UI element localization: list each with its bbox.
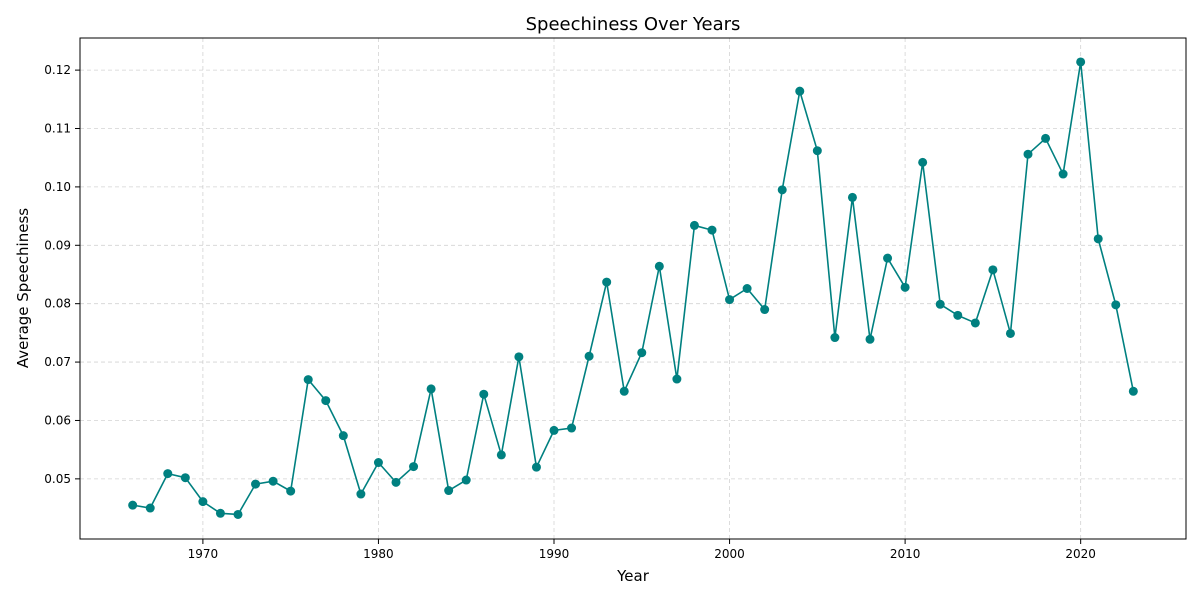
data-point[interactable] xyxy=(338,431,348,441)
x-tick-label: 2010 xyxy=(890,547,921,561)
plot-frame xyxy=(79,37,1187,540)
data-point[interactable] xyxy=(725,295,735,305)
data-point[interactable] xyxy=(1111,300,1121,310)
data-point[interactable] xyxy=(1076,57,1086,67)
data-point[interactable] xyxy=(637,348,647,358)
data-point[interactable] xyxy=(163,469,173,479)
data-point[interactable] xyxy=(847,192,857,202)
y-axis-title: Average Speechiness xyxy=(14,208,32,368)
data-point[interactable] xyxy=(1128,386,1138,396)
chart-title: Speechiness Over Years xyxy=(526,14,741,35)
data-point[interactable] xyxy=(1005,328,1015,338)
data-point[interactable] xyxy=(935,299,945,309)
y-tick-label: 0.08 xyxy=(44,297,71,311)
data-point[interactable] xyxy=(567,423,577,433)
x-tick-label: 1970 xyxy=(188,547,219,561)
y-tick-label: 0.06 xyxy=(44,413,71,427)
y-tick-label: 0.12 xyxy=(44,63,71,77)
x-tick-label: 2000 xyxy=(714,547,745,561)
data-point[interactable] xyxy=(479,389,489,399)
data-point[interactable] xyxy=(654,261,664,271)
data-point[interactable] xyxy=(321,396,331,406)
axis-ticks: 1970 1980 1990 2000 2010 2020 0.05 0.06 0.07 0.08… xyxy=(44,63,1096,561)
x-tick-label: 2020 xyxy=(1065,547,1096,561)
series-layer xyxy=(128,57,1138,519)
data-point[interactable] xyxy=(549,425,559,435)
data-point[interactable] xyxy=(356,489,366,499)
data-point[interactable] xyxy=(830,333,840,343)
data-point[interactable] xyxy=(707,225,717,235)
grid xyxy=(80,38,1186,539)
data-point[interactable] xyxy=(426,384,436,394)
data-point[interactable] xyxy=(777,185,787,195)
data-point[interactable] xyxy=(883,253,893,263)
data-point[interactable] xyxy=(1093,234,1103,244)
data-point[interactable] xyxy=(1058,169,1068,179)
data-point[interactable] xyxy=(1023,149,1033,159)
x-tick-label: 1980 xyxy=(363,547,394,561)
data-point[interactable] xyxy=(812,146,822,156)
y-tick-label: 0.07 xyxy=(44,355,71,369)
data-point[interactable] xyxy=(970,318,980,328)
data-point[interactable] xyxy=(303,375,313,385)
y-tick-label: 0.10 xyxy=(44,180,71,194)
data-point[interactable] xyxy=(619,386,629,396)
data-point[interactable] xyxy=(128,500,138,510)
x-axis-title: Year xyxy=(616,567,650,585)
data-point[interactable] xyxy=(373,458,383,468)
y-tick-label: 0.05 xyxy=(44,472,71,486)
data-point[interactable] xyxy=(233,509,243,519)
data-point[interactable] xyxy=(215,508,225,518)
data-point[interactable] xyxy=(268,476,278,486)
data-point[interactable] xyxy=(602,277,612,287)
y-tick-label: 0.11 xyxy=(44,122,71,136)
data-point[interactable] xyxy=(689,220,699,230)
data-point[interactable] xyxy=(953,310,963,320)
data-point[interactable] xyxy=(918,157,928,167)
data-point[interactable] xyxy=(795,86,805,96)
data-point[interactable] xyxy=(672,374,682,384)
data-point[interactable] xyxy=(742,284,752,293)
data-point[interactable] xyxy=(145,503,155,513)
series-line xyxy=(132,61,1135,516)
data-point[interactable] xyxy=(760,305,770,315)
data-point[interactable] xyxy=(988,265,998,275)
data-point[interactable] xyxy=(251,479,261,489)
data-point[interactable] xyxy=(391,477,401,487)
data-point[interactable] xyxy=(514,352,524,362)
x-tick-label: 1990 xyxy=(539,547,570,561)
data-point[interactable] xyxy=(900,282,910,292)
data-point[interactable] xyxy=(444,486,454,496)
data-point[interactable] xyxy=(180,473,190,483)
data-point[interactable] xyxy=(865,334,875,344)
data-point[interactable] xyxy=(531,462,541,472)
data-point[interactable] xyxy=(409,462,419,472)
data-point[interactable] xyxy=(198,497,208,507)
data-point[interactable] xyxy=(496,450,506,460)
data-point[interactable] xyxy=(286,486,296,496)
data-point[interactable] xyxy=(461,475,471,485)
y-tick-label: 0.09 xyxy=(44,238,71,252)
data-point[interactable] xyxy=(584,351,594,361)
data-point[interactable] xyxy=(1041,133,1051,143)
